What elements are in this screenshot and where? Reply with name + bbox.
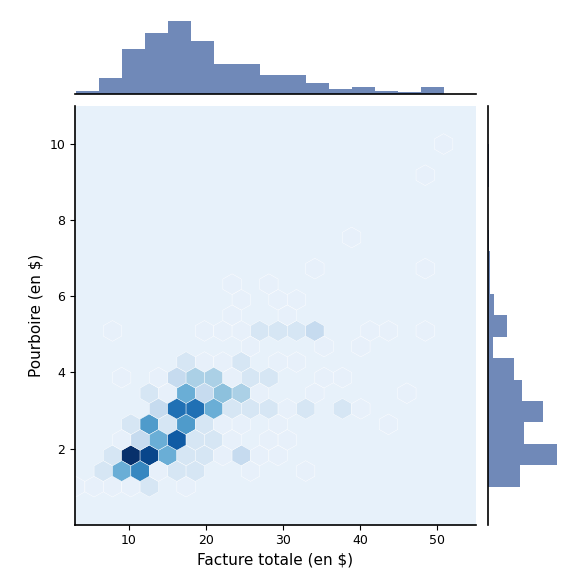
Bar bbox=[488, 444, 557, 465]
Bar bbox=[99, 78, 122, 94]
Bar bbox=[488, 358, 514, 380]
Bar bbox=[488, 315, 507, 337]
Bar bbox=[351, 87, 375, 94]
Bar bbox=[488, 251, 490, 272]
Bar bbox=[144, 33, 168, 94]
Bar bbox=[122, 49, 144, 94]
Bar bbox=[214, 64, 236, 94]
Bar bbox=[191, 41, 214, 94]
Bar bbox=[76, 90, 99, 94]
X-axis label: Facture totale (en $): Facture totale (en $) bbox=[198, 553, 354, 568]
Bar bbox=[398, 92, 421, 94]
Bar bbox=[375, 90, 398, 94]
Bar bbox=[488, 166, 489, 187]
Bar bbox=[329, 89, 351, 94]
Bar bbox=[488, 423, 524, 444]
Bar bbox=[283, 75, 306, 94]
Y-axis label: Pourboire (en $): Pourboire (en $) bbox=[29, 254, 44, 377]
Bar bbox=[488, 380, 523, 401]
Bar bbox=[488, 144, 489, 166]
Bar bbox=[168, 21, 191, 94]
Bar bbox=[488, 272, 490, 294]
Bar bbox=[488, 465, 520, 487]
Bar bbox=[260, 75, 283, 94]
Bar bbox=[488, 337, 492, 358]
Bar bbox=[488, 401, 543, 423]
Bar bbox=[306, 83, 329, 94]
Bar bbox=[488, 230, 489, 251]
Bar bbox=[488, 294, 494, 315]
Bar bbox=[236, 64, 260, 94]
Bar bbox=[421, 87, 444, 94]
